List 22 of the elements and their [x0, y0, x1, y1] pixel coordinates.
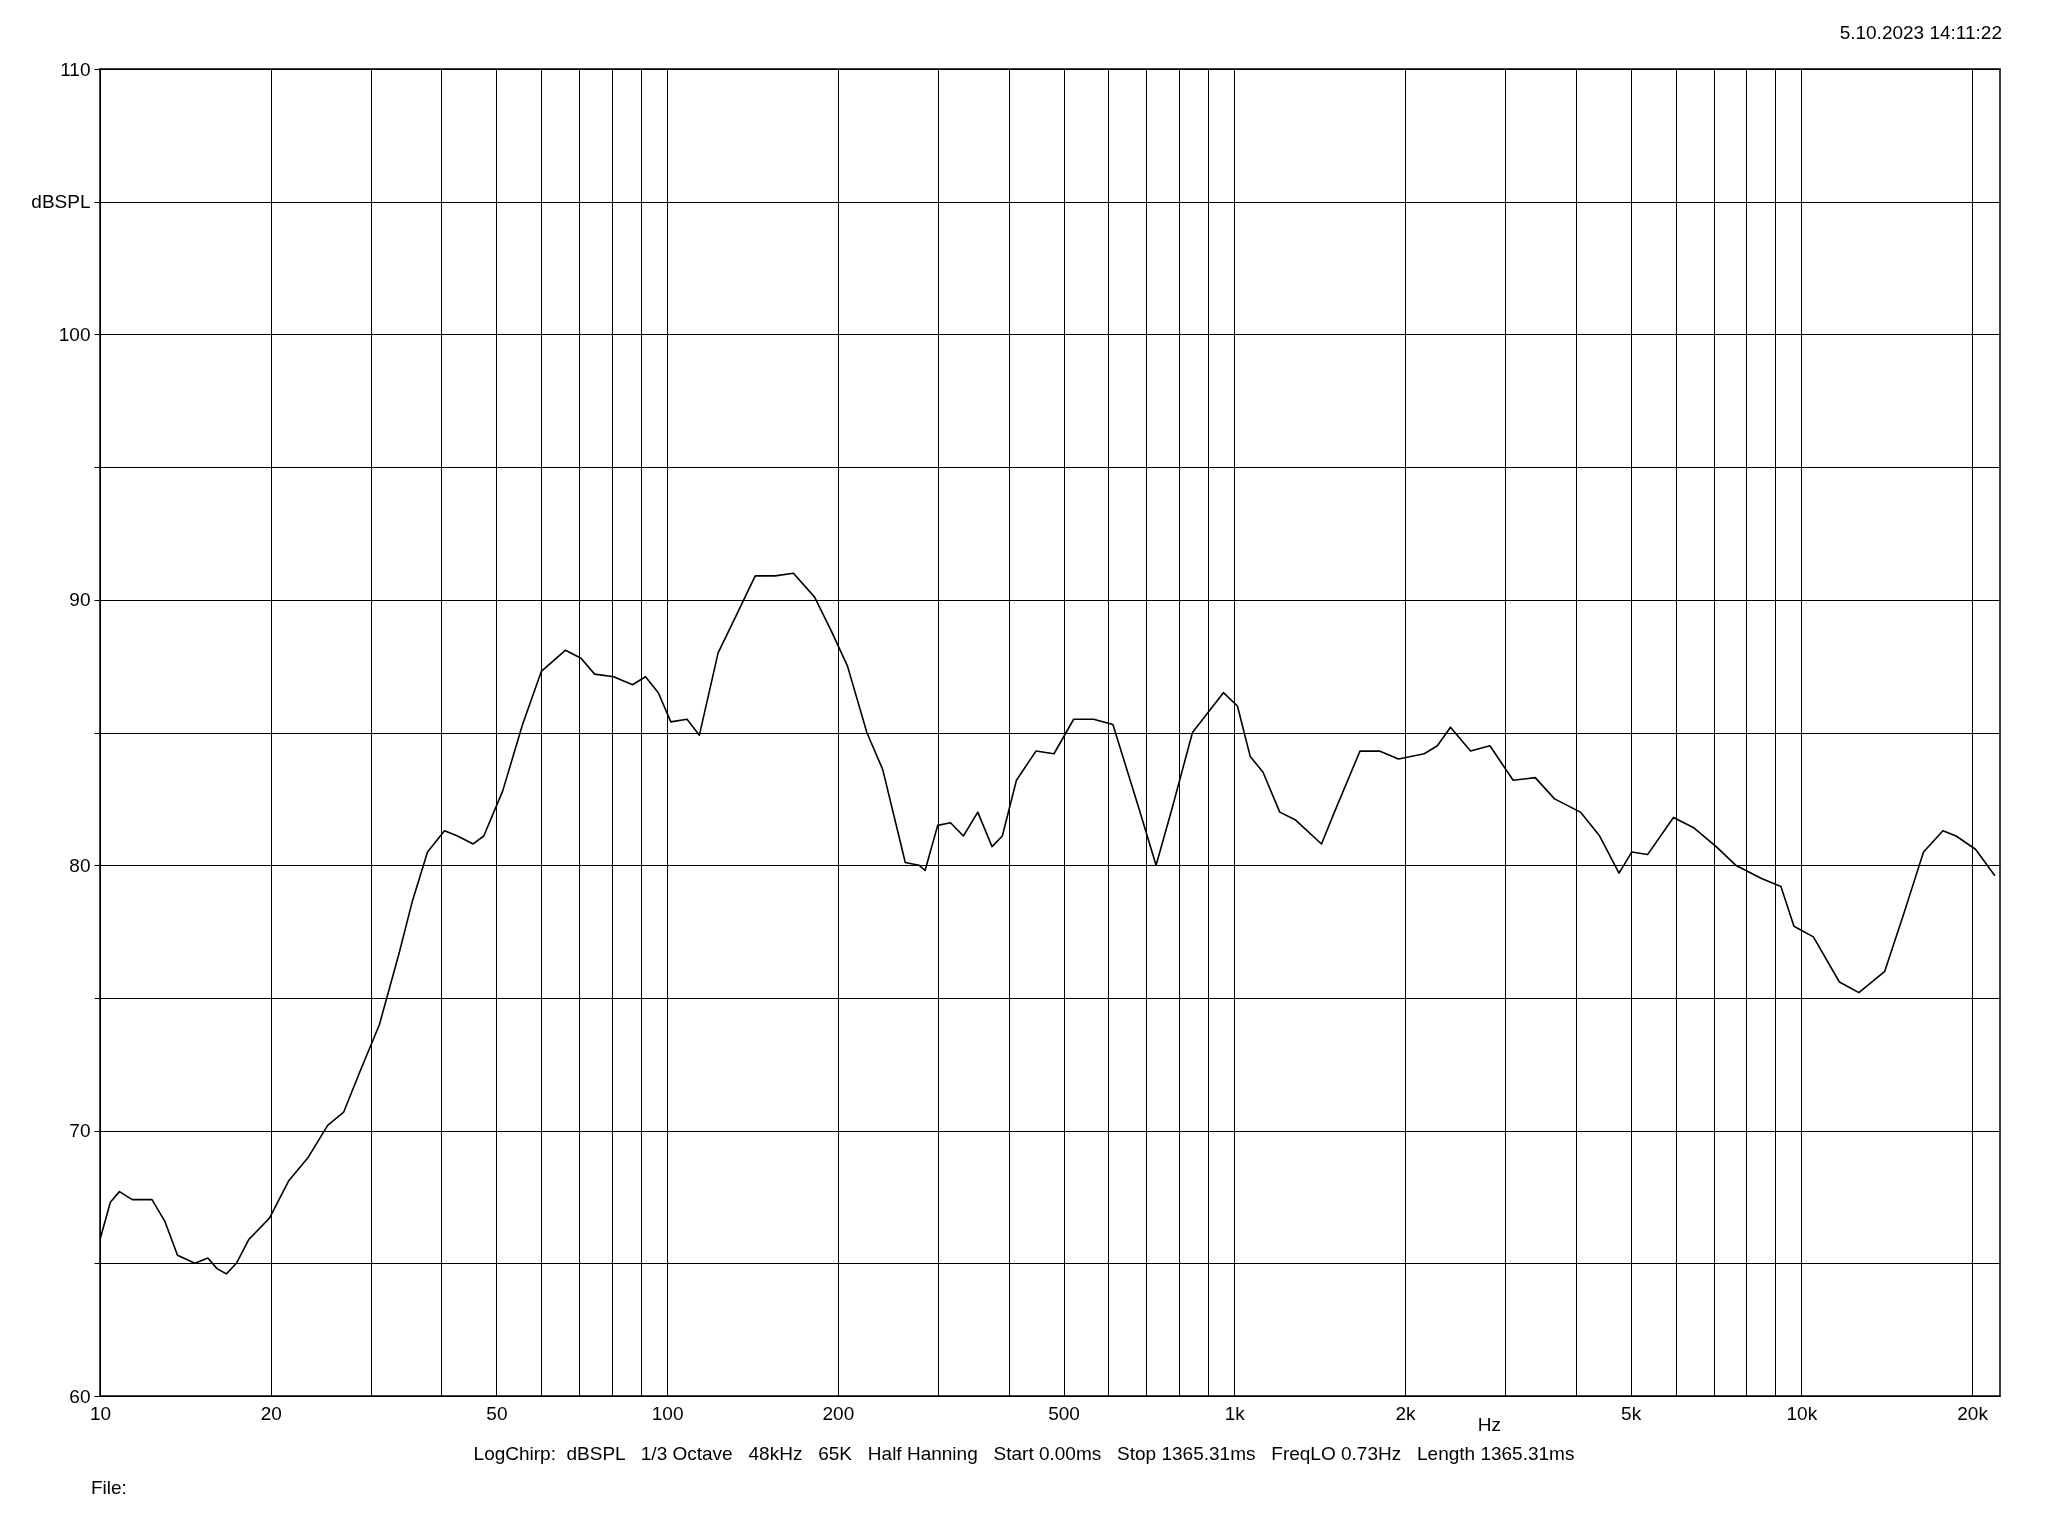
x-tick-label: 200	[822, 1402, 855, 1424]
y-axis-title: dBSPL	[31, 191, 91, 213]
x-tick-label: 2k	[1395, 1402, 1416, 1424]
x-tick-label: 20k	[1957, 1402, 1989, 1424]
y-tick-label: 70	[69, 1120, 91, 1142]
text: LogChirp: dBSPL 1/3 Octave 48kHz 65K Half Hanning Start 0.00ms Stop 1365.31ms FreqLO 0.73Hz Length 1365.31ms	[472, 1443, 1576, 1465]
y-tick-label: 80	[69, 854, 91, 876]
x-tick-label: 20	[260, 1402, 282, 1424]
y-tick-label: 100	[58, 323, 91, 345]
x-tick-label: 5k	[1621, 1402, 1642, 1424]
text: File:	[91, 1477, 127, 1499]
x-tick-label: 500	[1048, 1402, 1080, 1424]
x-tick-label: 1k	[1224, 1402, 1246, 1424]
x-tick-label: 50	[486, 1402, 508, 1424]
y-tick-label: 110	[60, 58, 91, 80]
y-tick-label: 90	[69, 589, 91, 611]
x-tick-label: 10	[89, 1402, 112, 1424]
x-axis-title: Hz	[1477, 1413, 1502, 1435]
x-tick-label: 100	[651, 1402, 684, 1424]
y-tick-label: 60	[69, 1385, 91, 1407]
x-tick-label: 10k	[1786, 1402, 1818, 1424]
text: 5.10.2023 14:11:22	[1839, 22, 2002, 44]
